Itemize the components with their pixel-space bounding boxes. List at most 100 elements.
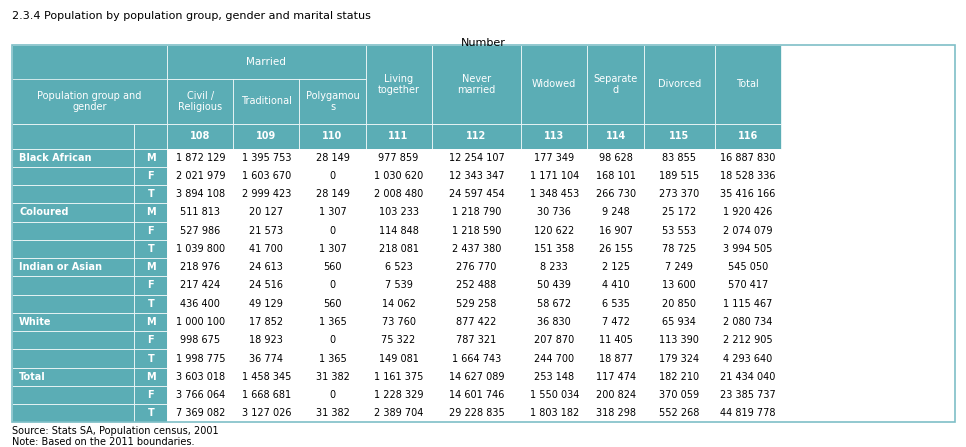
Bar bbox=[587, 222, 644, 240]
Bar bbox=[365, 258, 432, 276]
Bar bbox=[715, 167, 781, 185]
Bar bbox=[134, 258, 167, 276]
Text: 29 228 835: 29 228 835 bbox=[448, 408, 504, 418]
Text: 112: 112 bbox=[467, 131, 487, 141]
Bar bbox=[715, 386, 781, 404]
Text: 1 365: 1 365 bbox=[319, 317, 347, 327]
Bar bbox=[134, 331, 167, 350]
Bar bbox=[12, 386, 134, 404]
Text: 1 307: 1 307 bbox=[319, 207, 347, 218]
Text: 3 894 108: 3 894 108 bbox=[176, 189, 225, 199]
Text: 1 115 467: 1 115 467 bbox=[724, 299, 773, 309]
Bar bbox=[12, 148, 134, 167]
Bar bbox=[644, 386, 715, 404]
Text: 570 417: 570 417 bbox=[727, 281, 768, 291]
Text: 14 627 089: 14 627 089 bbox=[448, 372, 504, 382]
Bar bbox=[365, 222, 432, 240]
Bar bbox=[587, 350, 644, 367]
Bar bbox=[522, 167, 587, 185]
Bar bbox=[134, 367, 167, 386]
Bar bbox=[432, 331, 522, 350]
Bar bbox=[134, 222, 167, 240]
Bar bbox=[522, 386, 587, 404]
Text: M: M bbox=[146, 207, 156, 218]
Bar bbox=[234, 367, 299, 386]
Bar bbox=[167, 167, 234, 185]
Bar bbox=[644, 45, 715, 124]
Text: 276 770: 276 770 bbox=[456, 262, 497, 272]
Bar bbox=[715, 258, 781, 276]
Bar bbox=[234, 258, 299, 276]
Bar bbox=[299, 258, 365, 276]
Bar bbox=[432, 258, 522, 276]
Text: T: T bbox=[148, 408, 155, 418]
Text: 244 700: 244 700 bbox=[534, 354, 575, 363]
Bar bbox=[167, 295, 234, 313]
Text: 20 127: 20 127 bbox=[249, 207, 283, 218]
Bar bbox=[134, 124, 167, 148]
Text: 977 859: 977 859 bbox=[379, 153, 418, 163]
Bar bbox=[234, 386, 299, 404]
Bar bbox=[134, 295, 167, 313]
Text: 7 249: 7 249 bbox=[666, 262, 694, 272]
Bar bbox=[715, 203, 781, 222]
Text: F: F bbox=[148, 281, 155, 291]
Text: 1 218 790: 1 218 790 bbox=[452, 207, 501, 218]
Text: 6 523: 6 523 bbox=[384, 262, 412, 272]
Bar bbox=[644, 185, 715, 203]
Text: Widowed: Widowed bbox=[532, 80, 577, 89]
Text: 111: 111 bbox=[388, 131, 409, 141]
Bar bbox=[522, 222, 587, 240]
Text: 0: 0 bbox=[329, 281, 335, 291]
Bar bbox=[167, 331, 234, 350]
Text: 25 172: 25 172 bbox=[662, 207, 696, 218]
Bar bbox=[299, 331, 365, 350]
Text: 75 322: 75 322 bbox=[382, 335, 415, 345]
Bar bbox=[234, 404, 299, 422]
Text: 113 390: 113 390 bbox=[660, 335, 699, 345]
Text: 4 410: 4 410 bbox=[602, 281, 630, 291]
Text: 200 824: 200 824 bbox=[596, 390, 636, 400]
Text: T: T bbox=[148, 354, 155, 363]
Bar bbox=[644, 331, 715, 350]
Text: Indian or Asian: Indian or Asian bbox=[19, 262, 102, 272]
Bar bbox=[365, 124, 432, 148]
Bar bbox=[167, 258, 234, 276]
Bar bbox=[167, 185, 234, 203]
Text: 11 405: 11 405 bbox=[599, 335, 633, 345]
Bar bbox=[715, 45, 781, 124]
Text: 1 039 800: 1 039 800 bbox=[176, 244, 225, 254]
Text: 151 358: 151 358 bbox=[534, 244, 575, 254]
Bar bbox=[134, 148, 167, 167]
Text: 560: 560 bbox=[324, 299, 342, 309]
Text: 41 700: 41 700 bbox=[249, 244, 283, 254]
Bar bbox=[12, 313, 134, 331]
Text: 2 437 380: 2 437 380 bbox=[452, 244, 501, 254]
Text: F: F bbox=[148, 171, 155, 181]
Text: 120 622: 120 622 bbox=[534, 226, 575, 236]
Bar bbox=[134, 203, 167, 222]
Text: 1 395 753: 1 395 753 bbox=[242, 153, 291, 163]
Text: M: M bbox=[146, 153, 156, 163]
Bar bbox=[12, 167, 134, 185]
Text: Coloured: Coloured bbox=[19, 207, 69, 218]
Text: 2 074 079: 2 074 079 bbox=[723, 226, 773, 236]
Bar bbox=[365, 404, 432, 422]
Text: 65 934: 65 934 bbox=[663, 317, 696, 327]
Bar bbox=[522, 404, 587, 422]
Text: 31 382: 31 382 bbox=[316, 408, 350, 418]
Text: 1 920 426: 1 920 426 bbox=[724, 207, 773, 218]
Text: Traditional: Traditional bbox=[241, 97, 292, 106]
Bar bbox=[644, 367, 715, 386]
Text: Total: Total bbox=[736, 80, 759, 89]
Bar bbox=[644, 203, 715, 222]
Text: 78 725: 78 725 bbox=[662, 244, 696, 254]
Bar bbox=[299, 167, 365, 185]
Bar bbox=[234, 203, 299, 222]
Bar bbox=[234, 240, 299, 258]
Bar bbox=[522, 367, 587, 386]
Bar bbox=[644, 124, 715, 148]
Text: 28 149: 28 149 bbox=[316, 189, 350, 199]
Text: 108: 108 bbox=[190, 131, 211, 141]
Bar bbox=[587, 124, 644, 148]
